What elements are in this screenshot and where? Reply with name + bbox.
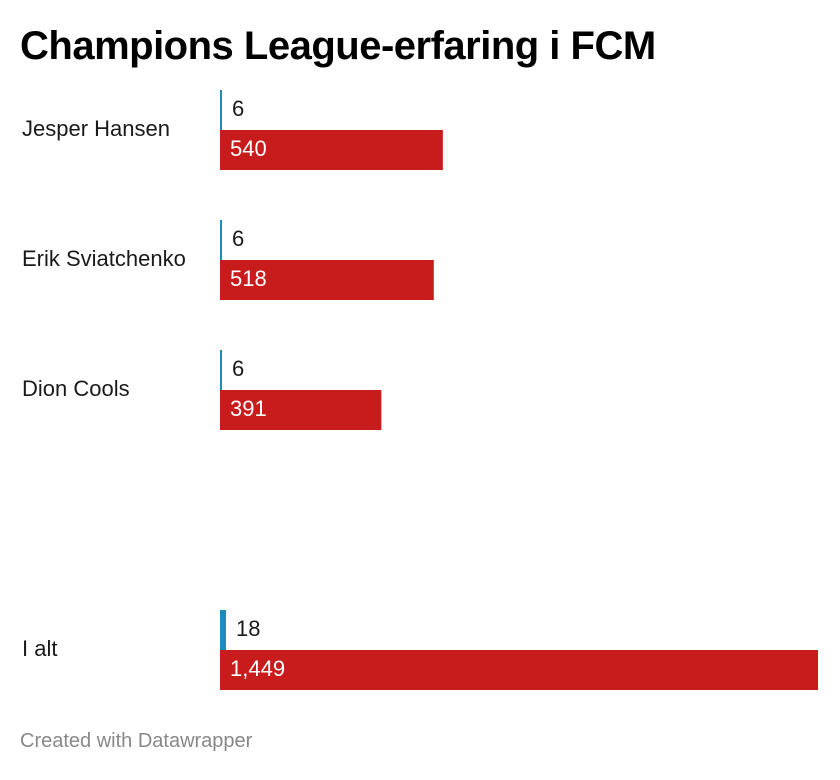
bar-series-2: [220, 390, 382, 430]
chart-title: Champions League-erfaring i FCM: [20, 24, 656, 68]
category-label: Dion Cools: [22, 376, 130, 401]
bar-series-1: [220, 90, 222, 130]
category-label: Jesper Hansen: [22, 116, 170, 141]
bar-series-2-value-label: 518: [230, 266, 267, 291]
category-label: Erik Sviatchenko: [22, 246, 186, 271]
bar-series-1: [220, 220, 222, 260]
category-label: I alt: [22, 636, 57, 661]
bar-series-1-value-label: 18: [236, 616, 260, 641]
bar-chart: Jesper Hansen 6 540 Erik Sviatchenko 6 518 Dio…: [22, 90, 818, 690]
bar-series-2: [220, 130, 443, 170]
footer-credit: Created with Datawrapper: [20, 730, 253, 752]
bar-series-2: [220, 260, 434, 300]
bar-series-2-value-label: 391: [230, 396, 267, 421]
bar-series-1: [220, 610, 226, 650]
bar-series-1-value-label: 6: [232, 96, 244, 121]
bar-series-2-value-label: 1,449: [230, 656, 285, 681]
bar-series-2: [220, 650, 818, 690]
bar-series-1-value-label: 6: [232, 226, 244, 251]
bar-series-2-value-label: 540: [230, 136, 267, 161]
bar-series-1: [220, 350, 222, 390]
bar-series-1-value-label: 6: [232, 356, 244, 381]
